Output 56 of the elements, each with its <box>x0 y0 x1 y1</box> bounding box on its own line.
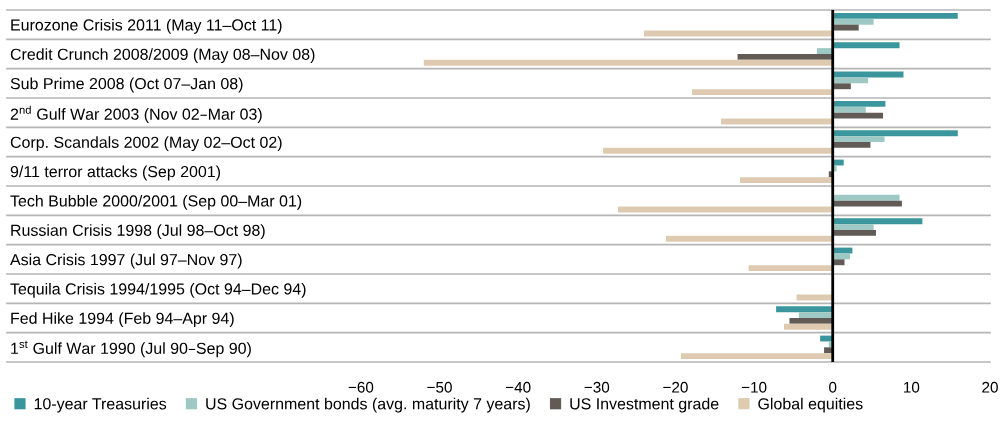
bar <box>832 112 884 119</box>
y-tick-label: Sub Prime 2008 (Oct 07–Jan 08) <box>10 77 243 93</box>
y-tick-label: Tequila Crisis 1994/1995 (Oct 94–Dec 94) <box>10 282 306 298</box>
bar <box>832 259 845 266</box>
bar <box>423 59 833 66</box>
x-tick-label: −20 <box>663 381 688 393</box>
y-tick-label: 1$^{st}$ Gulf War 1990 (Jul 90–Sep 90) <box>11 340 251 358</box>
bar <box>832 77 869 84</box>
y-tick-label: Credit Crunch 2008/2009 (May 08–Nov 08) <box>10 48 315 64</box>
bar <box>832 218 923 225</box>
x-tick-label: −30 <box>584 381 610 393</box>
y-tick-label: 9/11 terror attacks (Sep 2001) <box>10 165 221 181</box>
y-tick-label: Russian Crisis 1998 (Jul 98–Oct 98) <box>11 224 265 240</box>
bar <box>832 12 958 19</box>
y-tick-label: Fed Hike 1994 (Feb 94–Apr 94) <box>11 312 234 328</box>
bar <box>832 83 851 90</box>
bar <box>739 177 833 184</box>
bar <box>832 142 871 148</box>
legend-label: Global equities <box>758 397 863 413</box>
bar <box>783 323 833 330</box>
y-tick-label: Asia Crisis 1997 (Jul 97–Nov 97) <box>10 253 242 269</box>
legend-label: US Government bonds (avg. maturity 7 years) <box>206 397 530 413</box>
bar <box>832 253 851 260</box>
bar <box>832 42 900 49</box>
bar <box>691 89 833 96</box>
bar <box>832 106 866 113</box>
bar <box>832 18 874 25</box>
y-tick-label: 2$^{nd}$ Gulf War 2003 (Nov 02–Mar 03) <box>10 105 262 123</box>
bar <box>832 130 958 137</box>
bar <box>680 353 833 360</box>
x-tick-label: 20 <box>982 381 998 393</box>
bar <box>832 24 859 31</box>
legend-label: US Investment grade <box>570 397 719 413</box>
bar <box>832 136 885 142</box>
x-tick-label: −40 <box>505 381 531 393</box>
x-tick-label: 0 <box>829 381 837 393</box>
bar <box>789 318 833 324</box>
y-tick-label: Corp. Scandals 2002 (May 02–Oct 02) <box>10 136 282 152</box>
bar <box>776 306 833 313</box>
x-tick-label: 10 <box>904 381 920 393</box>
legend-label: 10-year Treasuries <box>34 397 167 413</box>
bar <box>603 147 833 154</box>
bar <box>832 224 874 230</box>
bar <box>798 312 833 318</box>
bar <box>666 235 833 242</box>
x-tick-label: −60 <box>348 381 374 393</box>
bar <box>832 100 886 107</box>
bar <box>832 200 902 207</box>
y-tick-label: Tech Bubble 2000/2001 (Sep 00–Mar 01) <box>10 194 302 210</box>
x-tick-label: −50 <box>427 381 452 393</box>
x-tick-label: −10 <box>741 381 767 393</box>
bar <box>737 54 833 60</box>
bar <box>832 194 900 201</box>
y-tick-label: Eurozone Crisis 2011 (May 11–Oct 11) <box>11 18 282 34</box>
bar <box>832 230 876 236</box>
bar <box>748 265 833 272</box>
